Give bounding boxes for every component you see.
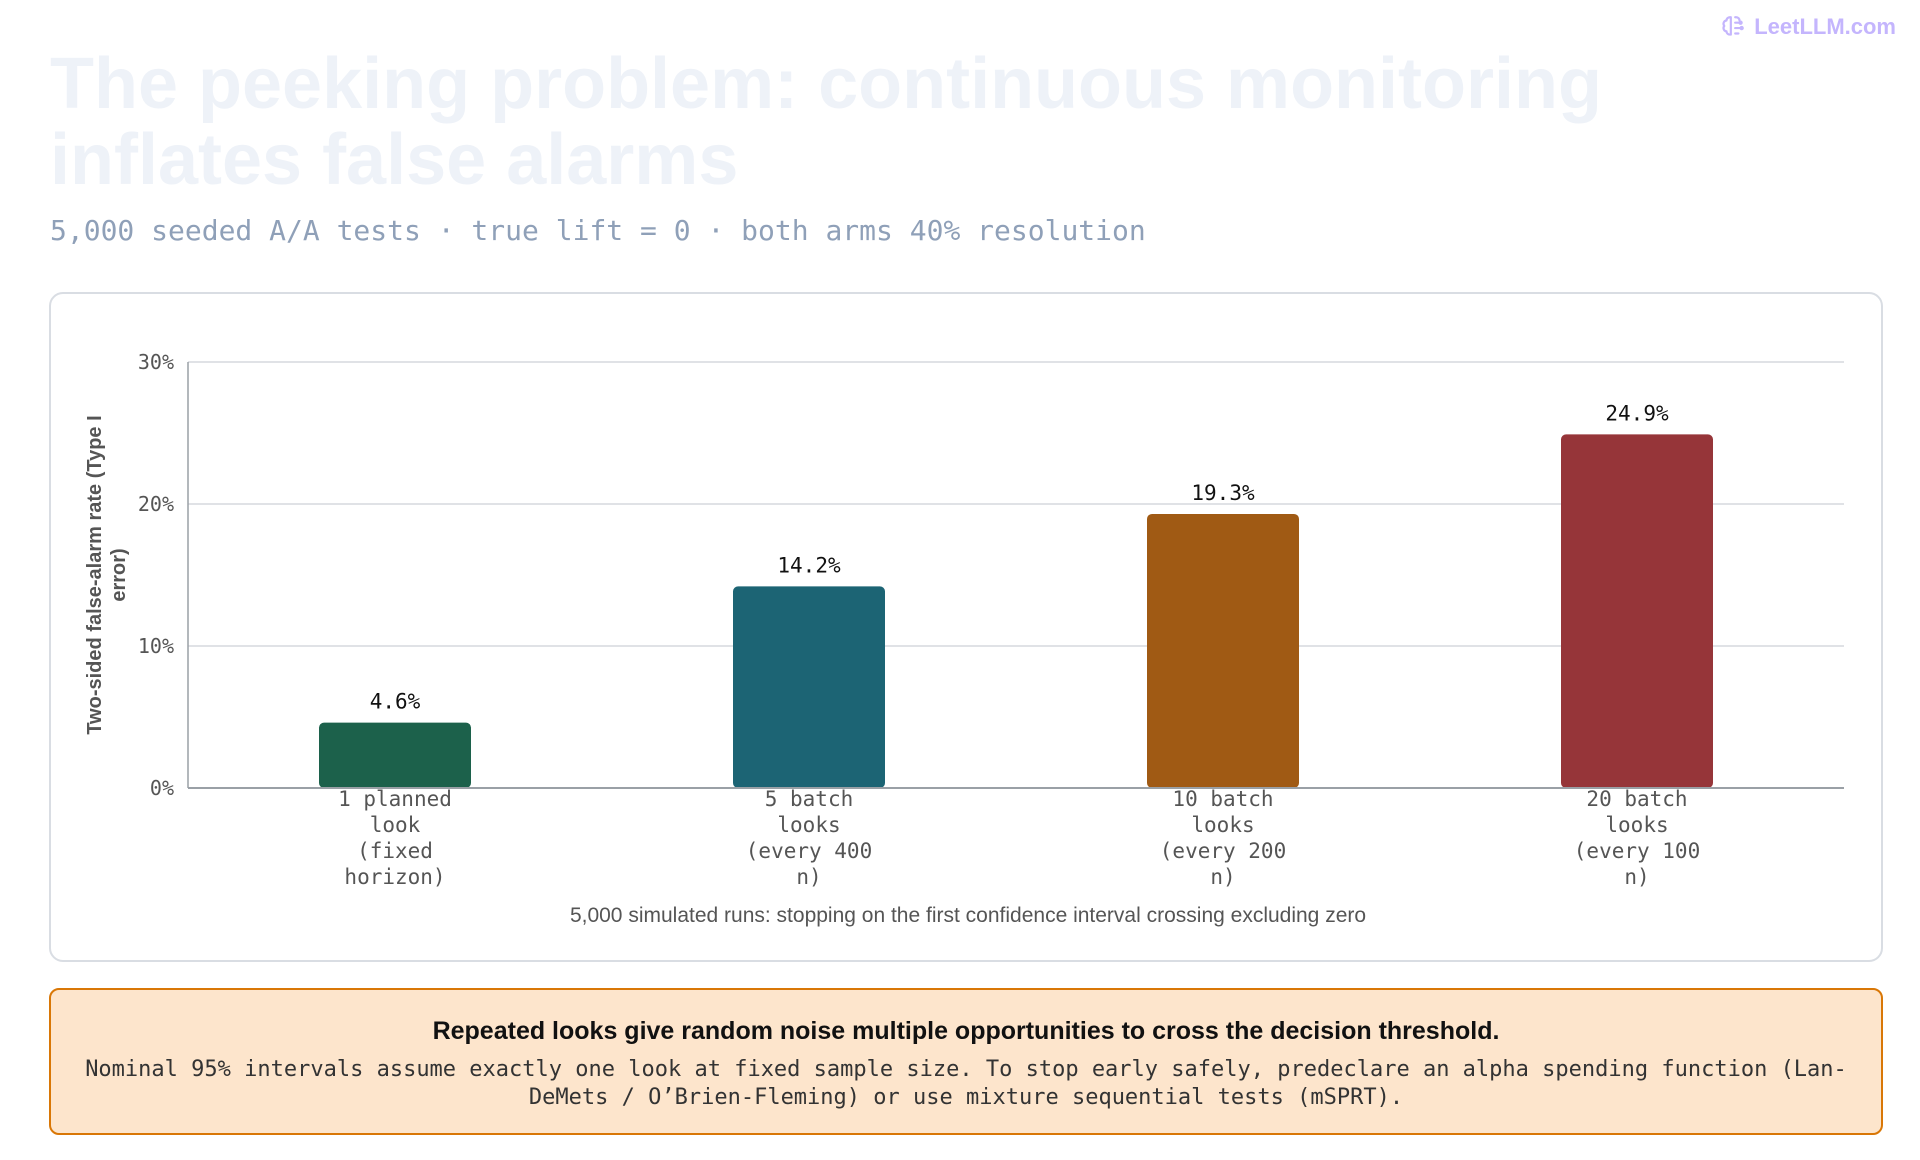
- y-tick-label: 0%: [150, 776, 174, 800]
- bar[interactable]: [733, 586, 885, 788]
- page-subtitle: 5,000 seeded A/A tests · true lift = 0 ·…: [50, 214, 1146, 247]
- y-tick-label: 10%: [138, 634, 174, 658]
- callout-body: Nominal 95% intervals assume exactly one…: [85, 1057, 1847, 1110]
- y-tick-label: 20%: [138, 492, 174, 516]
- bar[interactable]: [1147, 513, 1299, 788]
- brand-label: LeetLLM.com: [1754, 14, 1896, 39]
- bar[interactable]: [319, 722, 471, 788]
- x-tick-label: 5 batch looks (every 400 n): [746, 787, 872, 889]
- brain-icon: [1722, 16, 1745, 36]
- chart-card: 0% 10% 20% 30% Two-sided false-alarm rate (T…: [49, 292, 1883, 962]
- data-label: 4.6%: [370, 690, 421, 714]
- x-tick-label: 10 batch looks (every 200 n): [1160, 787, 1286, 889]
- y-tick-label: 30%: [138, 350, 174, 374]
- callout-box: Repeated looks give random noise multipl…: [49, 988, 1883, 1135]
- x-tick-label: 20 batch looks (every 100 n): [1574, 787, 1700, 889]
- data-label: 14.2%: [777, 553, 841, 577]
- page-title: The peeking problem: continuous monitori…: [50, 44, 1602, 200]
- data-label: 24.9%: [1605, 401, 1669, 425]
- bar-chart: 0% 10% 20% 30% Two-sided false-alarm rate (T…: [84, 350, 1844, 927]
- callout-heading: Repeated looks give random noise multipl…: [432, 1017, 1500, 1045]
- bar[interactable]: [1561, 434, 1713, 788]
- data-label: 19.3%: [1191, 481, 1255, 505]
- brand[interactable]: LeetLLM.com: [1720, 14, 1896, 40]
- x-tick-label: 1 planned look (fixed horizon): [338, 787, 452, 889]
- x-axis-label: 5,000 simulated runs: stopping on the fi…: [570, 904, 1366, 927]
